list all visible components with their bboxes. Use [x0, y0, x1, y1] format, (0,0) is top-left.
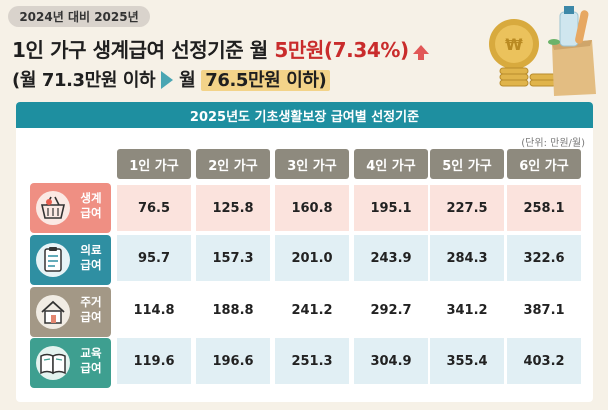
svg-text:₩: ₩ — [505, 35, 523, 54]
cell-living-4: 195.1 — [354, 185, 428, 231]
subline-highlight: 76.5만원 이하) — [201, 70, 331, 91]
cell-medical-6: 322.6 — [507, 235, 581, 281]
row-label-education-line1: 교육 — [80, 346, 102, 360]
row-label-education-line2: 급여 — [80, 361, 102, 375]
column-header-2: 2인 가구 — [196, 149, 270, 179]
cell-living-3: 160.8 — [275, 185, 349, 231]
clipboard-icon — [36, 243, 70, 277]
cell-living-6: 258.1 — [507, 185, 581, 231]
cell-living-5: 227.5 — [430, 185, 504, 231]
year-comparison-pill: 2024년 대비 2025년 — [8, 6, 150, 27]
house-icon — [36, 295, 70, 329]
headline-accent: 5만원(7.34%) — [274, 38, 409, 62]
cell-housing-4: 292.7 — [354, 287, 428, 333]
book-icon — [36, 346, 70, 380]
headline-text: 1인 가구 생계급여 선정기준 월 — [12, 38, 275, 62]
row-label-living-line1: 생계 — [80, 191, 102, 205]
row-label-housing-line2: 급여 — [80, 310, 102, 324]
column-header-5: 5인 가구 — [430, 149, 504, 179]
cell-medical-3: 201.0 — [275, 235, 349, 281]
cell-housing-2: 188.8 — [196, 287, 270, 333]
up-arrow-icon — [412, 45, 429, 54]
row-label-housing: 주거 급여 — [30, 287, 111, 337]
column-header-3: 3인 가구 — [275, 149, 349, 179]
row-label-living-line2: 급여 — [80, 206, 102, 220]
row-label-medical-line1: 의료 — [80, 243, 102, 257]
column-header-1: 1인 가구 — [117, 149, 191, 179]
row-label-education: 교육 급여 — [30, 338, 111, 388]
unit-label: (단위: 만원/월) — [521, 138, 585, 149]
cell-medical-4: 243.9 — [354, 235, 428, 281]
subline-mid: 월 — [179, 70, 202, 91]
headline: 1인 가구 생계급여 선정기준 월 5만원(7.34%) — [12, 34, 429, 63]
cell-living-2: 125.8 — [196, 185, 270, 231]
cell-education-5: 355.4 — [430, 338, 504, 384]
cell-medical-2: 157.3 — [196, 235, 270, 281]
row-label-medical-line2: 급여 — [80, 258, 102, 272]
cell-housing-6: 387.1 — [507, 287, 581, 333]
cell-medical-1: 95.7 — [117, 235, 191, 281]
column-header-6: 6인 가구 — [507, 149, 581, 179]
row-label-living: 생계 급여 — [30, 183, 111, 233]
market-basket-icon — [36, 191, 70, 225]
cell-housing-5: 341.2 — [430, 287, 504, 333]
up-arrow-stem-icon — [417, 53, 424, 60]
cell-education-4: 304.9 — [354, 338, 428, 384]
cell-education-6: 403.2 — [507, 338, 581, 384]
cell-education-1: 119.6 — [117, 338, 191, 384]
row-label-housing-line1: 주거 — [80, 295, 102, 309]
money-grocery-illustration-icon: ₩ — [489, 6, 596, 96]
cell-living-1: 76.5 — [117, 185, 191, 231]
right-arrow-icon — [161, 71, 174, 89]
subline: (월 71.3만원 이하 월 76.5만원 이하) — [12, 66, 331, 92]
cell-housing-1: 114.8 — [117, 287, 191, 333]
cell-education-2: 196.6 — [196, 338, 270, 384]
subline-open: (월 71.3만원 이하 — [12, 70, 156, 91]
row-label-medical: 의료 급여 — [30, 235, 111, 285]
cell-housing-3: 241.2 — [275, 287, 349, 333]
column-header-4: 4인 가구 — [354, 149, 428, 179]
cell-medical-5: 284.3 — [430, 235, 504, 281]
panel-title: 2025년도 기초생활보장 급여별 선정기준 — [16, 102, 593, 128]
cell-education-3: 251.3 — [275, 338, 349, 384]
